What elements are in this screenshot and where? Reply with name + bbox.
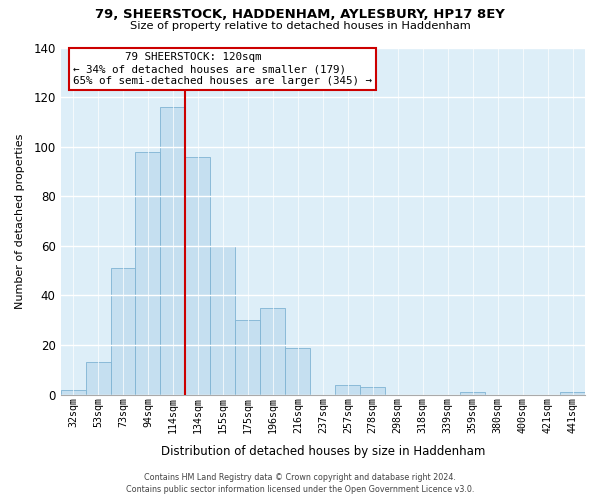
Bar [460, 392, 485, 394]
Bar [61, 390, 86, 394]
Bar [235, 320, 260, 394]
Bar [86, 362, 110, 394]
Bar [110, 268, 136, 394]
Bar [260, 308, 286, 394]
Bar [286, 348, 310, 395]
X-axis label: Distribution of detached houses by size in Haddenham: Distribution of detached houses by size … [161, 444, 485, 458]
Bar [360, 387, 385, 394]
Text: 79, SHEERSTOCK, HADDENHAM, AYLESBURY, HP17 8EY: 79, SHEERSTOCK, HADDENHAM, AYLESBURY, HP… [95, 8, 505, 20]
Bar [211, 246, 235, 394]
Text: 79 SHEERSTOCK: 120sqm
← 34% of detached houses are smaller (179)
65% of semi-det: 79 SHEERSTOCK: 120sqm ← 34% of detached … [73, 52, 372, 86]
Bar [160, 107, 185, 395]
Text: Size of property relative to detached houses in Haddenham: Size of property relative to detached ho… [130, 21, 470, 31]
Text: Contains HM Land Registry data © Crown copyright and database right 2024.
Contai: Contains HM Land Registry data © Crown c… [126, 472, 474, 494]
Y-axis label: Number of detached properties: Number of detached properties [15, 134, 25, 308]
Bar [560, 392, 585, 394]
Bar [335, 384, 360, 394]
Bar [185, 156, 211, 394]
Bar [136, 152, 160, 394]
